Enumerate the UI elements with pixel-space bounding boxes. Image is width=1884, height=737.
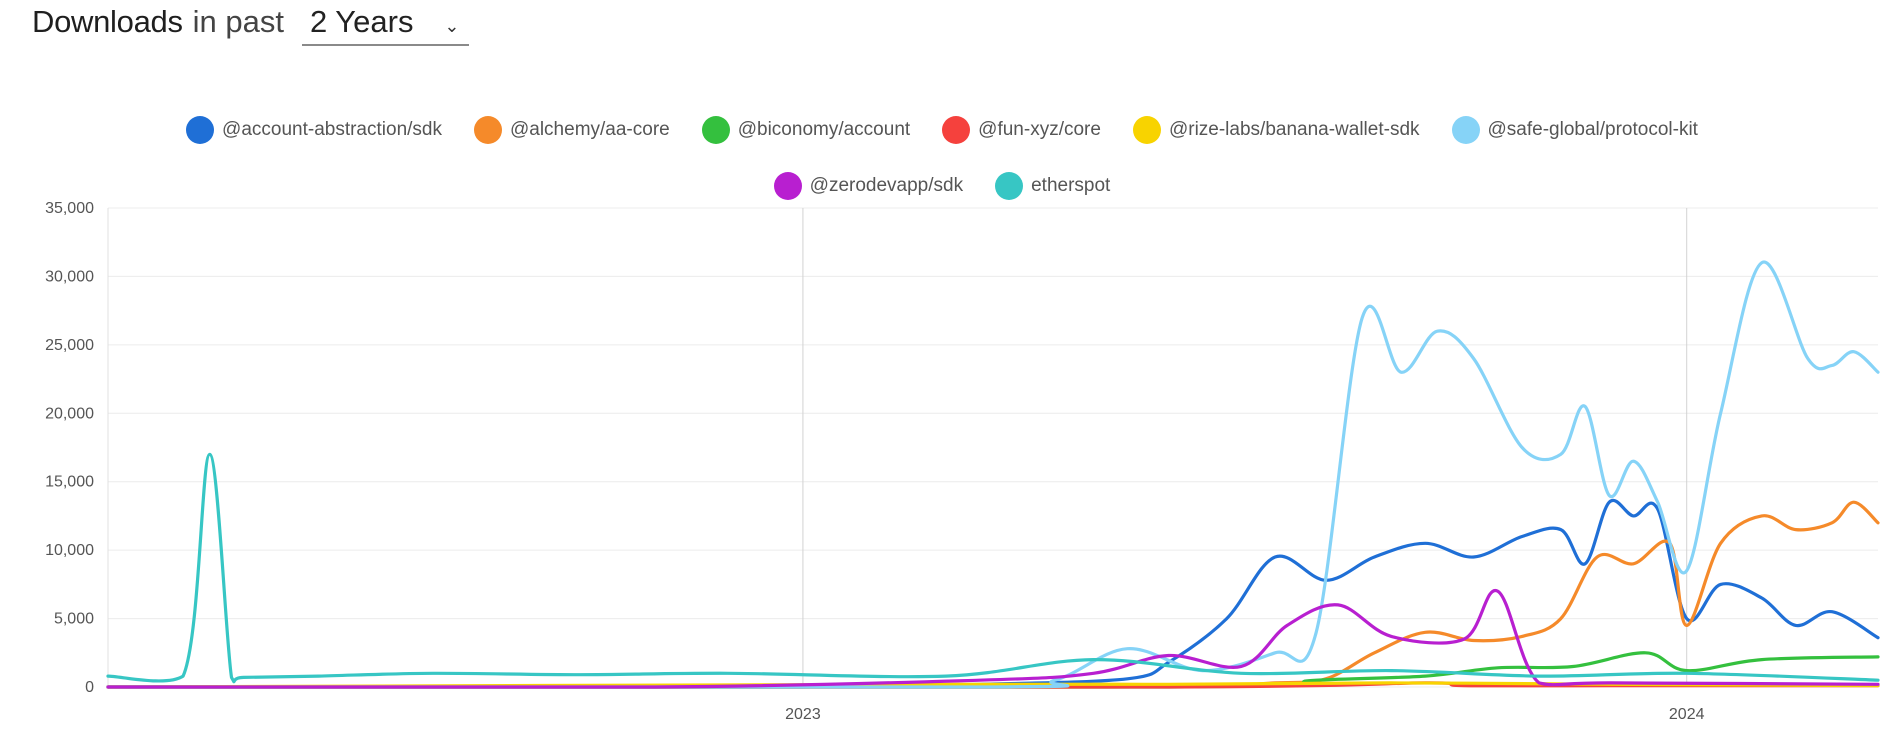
legend-swatch-icon xyxy=(995,172,1024,200)
legend-label: @safe-global/protocol-kit xyxy=(1487,119,1698,140)
legend-label: @fun-xyz/core xyxy=(978,119,1101,140)
legend-label: @account-abstraction/sdk xyxy=(222,119,442,140)
y-tick-label: 35,000 xyxy=(45,200,94,217)
legend-row: @account-abstraction/sdk @alchemy/aa-core… xyxy=(0,108,1884,152)
legend-item[interactable]: @safe-global/protocol-kit xyxy=(1451,116,1698,144)
legend-swatch-icon xyxy=(1451,116,1480,144)
x-tick-label: 2024 xyxy=(1669,706,1705,723)
y-tick-label: 15,000 xyxy=(45,474,94,491)
legend-swatch-icon xyxy=(773,172,802,200)
time-range-value: 2 Years xyxy=(310,4,414,39)
legend-item[interactable]: @rize-labs/banana-wallet-sdk xyxy=(1132,116,1420,144)
legend-label: @alchemy/aa-core xyxy=(509,119,670,140)
legend-item[interactable]: @account-abstraction/sdk xyxy=(186,116,442,144)
legend-swatch-icon xyxy=(473,116,502,144)
series-line-zerodevapp-sdk xyxy=(106,588,1880,689)
series-line-etherspot xyxy=(106,452,1880,684)
legend-item[interactable]: @alchemy/aa-core xyxy=(473,116,670,144)
time-range-select[interactable]: 2 Years ⌄ xyxy=(302,4,470,46)
series-line-safe-global-protocol-kit xyxy=(106,260,1880,689)
legend-label: @rize-labs/banana-wallet-sdk xyxy=(1168,119,1420,140)
legend-swatch-icon xyxy=(186,116,215,144)
chevron-down-icon: ⌄ xyxy=(444,16,460,36)
legend-label: @biconomy/account xyxy=(737,119,911,140)
chart-legend: @account-abstraction/sdk @alchemy/aa-core… xyxy=(0,108,1884,208)
legend-swatch-icon xyxy=(942,116,971,144)
legend-row: @zerodevapp/sdk etherspot xyxy=(0,164,1884,208)
legend-item[interactable]: @fun-xyz/core xyxy=(942,116,1101,144)
y-tick-label: 0 xyxy=(85,679,94,696)
y-tick-label: 30,000 xyxy=(45,268,94,285)
legend-swatch-icon xyxy=(701,116,730,144)
legend-swatch-icon xyxy=(1132,116,1161,144)
legend-label: etherspot xyxy=(1031,175,1111,196)
y-tick-label: 5,000 xyxy=(54,611,94,628)
legend-item[interactable]: @zerodevapp/sdk xyxy=(773,172,964,200)
legend-label: @zerodevapp/sdk xyxy=(809,175,964,196)
downloads-title: Downloads xyxy=(32,4,183,39)
in-past-label: in past xyxy=(192,4,285,39)
y-tick-label: 25,000 xyxy=(45,337,94,354)
downloads-header: Downloads in past 2 Years ⌄ xyxy=(32,4,470,54)
legend-item[interactable]: etherspot xyxy=(995,172,1110,200)
y-tick-label: 20,000 xyxy=(45,405,94,422)
x-tick-label: 2023 xyxy=(785,706,821,723)
legend-item[interactable]: @biconomy/account xyxy=(701,116,911,144)
downloads-line-chart: 0 5,000 10,000 15,000 20,000 25,000 30,000 35,0… xyxy=(45,200,1880,723)
y-tick-label: 10,000 xyxy=(45,542,94,559)
